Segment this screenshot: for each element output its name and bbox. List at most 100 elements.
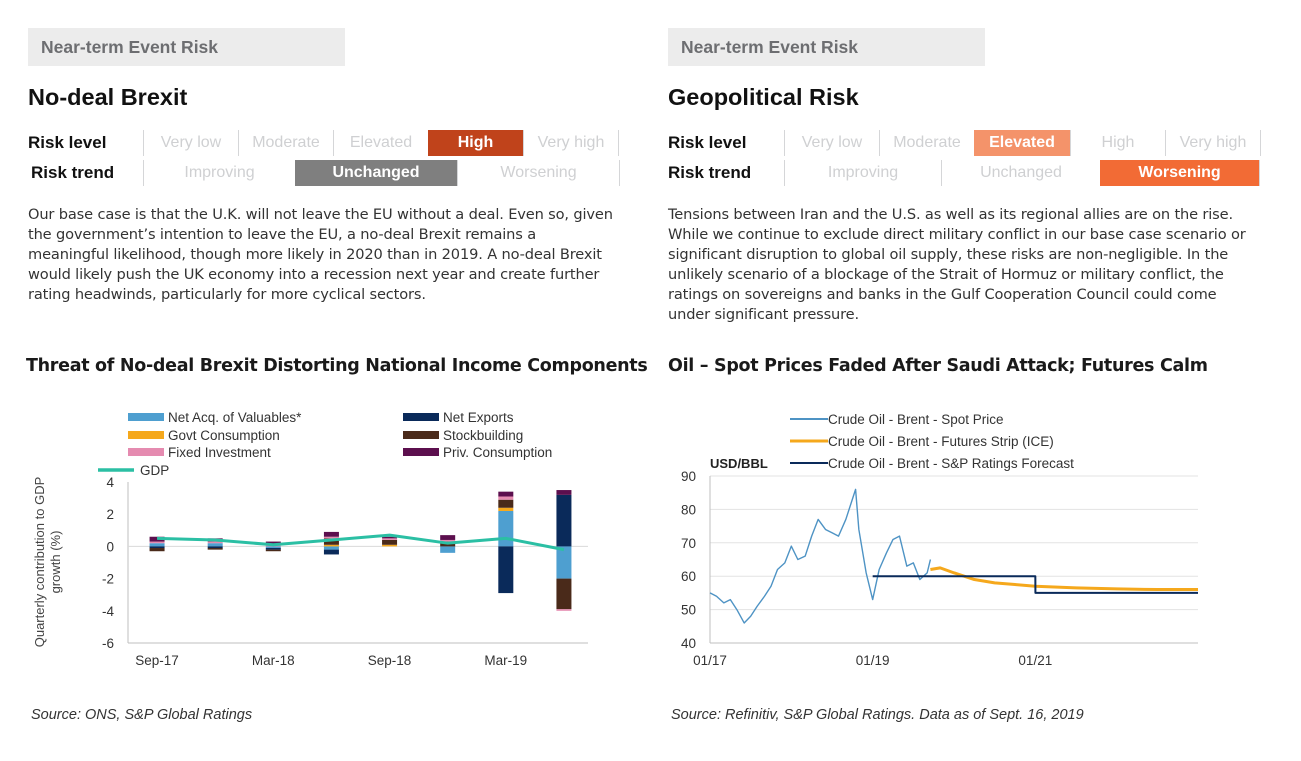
bar-stockbuilding-q1-19: [498, 499, 514, 508]
brexit-contribution-chart: -6 -4 -2 0 2 4 Sep-17 Mar-18 Sep-18 Mar-19 Quarter…: [32, 410, 588, 668]
bar-net-exports-q2-18: [323, 549, 339, 555]
bar-net-exports-q1-19: [498, 546, 514, 594]
legend-label-govt-consumption: Govt Consumption: [168, 428, 280, 443]
y-tick-label: 4: [106, 475, 114, 490]
bar-stockbuilding-q4-17: [207, 548, 223, 550]
body-text: Our base case is that the U.K. will not …: [28, 206, 613, 303]
bar-net-acq-of-valuables-q2-19: [556, 546, 572, 579]
bar-net-acq-of-valuables-q1-18: [265, 546, 281, 549]
legend-swatch-net-acq-of-valuables: [128, 413, 164, 421]
bar-priv-consumption-q4-18: [440, 535, 456, 540]
y-tick-label: 50: [681, 603, 696, 618]
bar-priv-consumption-q2-18: [323, 531, 339, 537]
y-tick-label: 2: [106, 507, 114, 522]
x-tick-label: Sep-17: [135, 653, 179, 668]
legend-label-net-acq-of-valuables: Net Acq. of Valuables*: [168, 410, 302, 425]
bar-net-acq-of-valuables-q1-19: [498, 510, 514, 547]
legend-swatch-govt-consumption: [128, 431, 164, 439]
series-line-crude-oil-brent-spot-price: [709, 488, 932, 624]
bar-govt-consumption-q3-18: [382, 544, 398, 547]
legend-swatch-fixed-investment: [128, 448, 164, 456]
panel-title: No-deal Brexit: [28, 84, 188, 110]
legend-label-crude-oil-brent-spot-price: Crude Oil - Brent - Spot Price: [828, 412, 1004, 427]
risk-level-row: Risk level Very low Moderate Elevated High V…: [28, 130, 628, 156]
risk-trend-scale-end-divider: [1259, 160, 1260, 186]
y-axis-unit-label: USD/BBL: [710, 456, 768, 471]
bar-govt-consumption-q2-18: [323, 544, 339, 547]
risk-level-option-elevated: Elevated: [974, 130, 1070, 156]
risk-level-option-high: High: [428, 130, 523, 156]
risk-trend-option-improving: Improving: [784, 160, 941, 186]
risk-trend-row: Risk trend Improving Unchanged Worsening: [28, 160, 628, 186]
bar-stockbuilding-q3-17: [149, 548, 165, 552]
legend-label-priv-consumption: Priv. Consumption: [443, 445, 552, 460]
bar-fixed-investment-q2-18: [323, 536, 339, 539]
risk-level-option-moderate: Moderate: [879, 130, 974, 156]
bar-net-acq-of-valuables-q4-18: [440, 546, 456, 553]
y-tick-label: 0: [106, 539, 114, 554]
source-note: Source: Refinitiv, S&P Global Ratings. D…: [671, 707, 1084, 723]
gdp-line: [157, 533, 565, 552]
bar-stockbuilding-q2-18: [323, 538, 339, 545]
x-tick-label: Mar-18: [252, 653, 295, 668]
event-risk-tag: Near-term Event Risk: [668, 28, 985, 66]
risk-trend-option-unchanged: Unchanged: [941, 160, 1100, 186]
bar-fixed-investment-q3-17: [149, 541, 165, 544]
bar-priv-consumption-q3-18: [382, 536, 398, 539]
series-line-crude-oil-brent-s-p-ratings-forecast: [872, 575, 1198, 594]
risk-level-row: Risk level Very low Moderate Elevated High V…: [668, 130, 1268, 156]
oil-price-chart: 40 50 60 70 80 90 01/17 01/19 01/21 USD/BBL Crude …: [681, 412, 1198, 668]
bar-net-exports-q2-19: [556, 494, 572, 547]
risk-level-scale-end-divider: [618, 130, 619, 156]
legend-swatch-net-exports: [403, 413, 439, 421]
legend-label-stockbuilding: Stockbuilding: [443, 428, 523, 443]
risk-level-option-elevated: Elevated: [333, 130, 428, 156]
risk-level-option-very-low: Very low: [784, 130, 879, 156]
bar-net-exports-q1-18: [265, 548, 281, 550]
bar-net-acq-of-valuables-q4-17: [207, 543, 223, 547]
source-note: Source: ONS, S&P Global Ratings: [31, 707, 253, 723]
risk-trend-option-worsening: Worsening: [1100, 160, 1259, 186]
bar-net-exports-q4-17: [207, 546, 223, 549]
chart-title: Threat of No-deal Brexit Distorting Nati…: [26, 356, 648, 376]
legend-label-net-exports: Net Exports: [443, 410, 514, 425]
x-tick-label: 01/21: [1018, 653, 1052, 668]
chart-title: Oil – Spot Prices Faded After Saudi Atta…: [668, 356, 1208, 376]
legend-label-crude-oil-brent-futures-strip-ice: Crude Oil - Brent - Futures Strip (ICE): [828, 434, 1054, 449]
y-tick-label: 70: [681, 536, 696, 551]
risk-level-option-moderate: Moderate: [238, 130, 333, 156]
bar-priv-consumption-q1-18: [265, 541, 281, 545]
bar-fixed-investment-q4-18: [440, 539, 456, 542]
risk-level-option-very-low: Very low: [143, 130, 238, 156]
risk-level-scale-end-divider: [1260, 130, 1261, 156]
bar-fixed-investment-q4-17: [207, 541, 223, 544]
bar-net-acq-of-valuables-q3-17: [149, 543, 165, 547]
bar-stockbuilding-q1-18: [265, 549, 281, 552]
y-tick-label: -4: [102, 604, 114, 619]
risk-trend-option-worsening: Worsening: [457, 160, 619, 186]
risk-trend-row: Risk trend Improving Unchanged Worsening: [668, 160, 1268, 186]
series-line-crude-oil-brent-futures-strip-ice: [930, 566, 1198, 592]
x-tick-label: 01/17: [693, 653, 727, 668]
risk-trend-scale-end-divider: [619, 160, 620, 186]
bar-stockbuilding-q3-18: [382, 539, 398, 545]
legend-swatch-priv-consumption: [403, 448, 439, 456]
risk-trend-label: Risk trend: [668, 163, 752, 182]
event-risk-tag: Near-term Event Risk: [28, 28, 345, 66]
bar-stockbuilding-q2-19: [556, 578, 572, 610]
y-tick-label: 80: [681, 502, 696, 517]
risk-level-option-very-high: Very high: [1165, 130, 1260, 156]
risk-level-label: Risk level: [28, 133, 107, 152]
risk-trend-option-unchanged: Unchanged: [295, 160, 457, 186]
y-axis-label-line-2: growth (%): [48, 531, 63, 594]
y-tick-label: 40: [681, 636, 696, 651]
y-tick-label: 60: [681, 569, 696, 584]
bar-priv-consumption-q2-19: [556, 490, 572, 495]
x-tick-label: Mar-19: [484, 653, 527, 668]
body-text: Tensions between Iran and the U.S. as we…: [668, 206, 1246, 323]
right-panel: Near-term Event Risk Geopolitical Risk R…: [668, 0, 1288, 761]
bar-net-acq-of-valuables-q2-18: [323, 546, 339, 550]
bar-govt-consumption-q1-19: [498, 507, 514, 511]
x-tick-label: 01/19: [856, 653, 890, 668]
legend-label-gdp: GDP: [140, 463, 169, 478]
